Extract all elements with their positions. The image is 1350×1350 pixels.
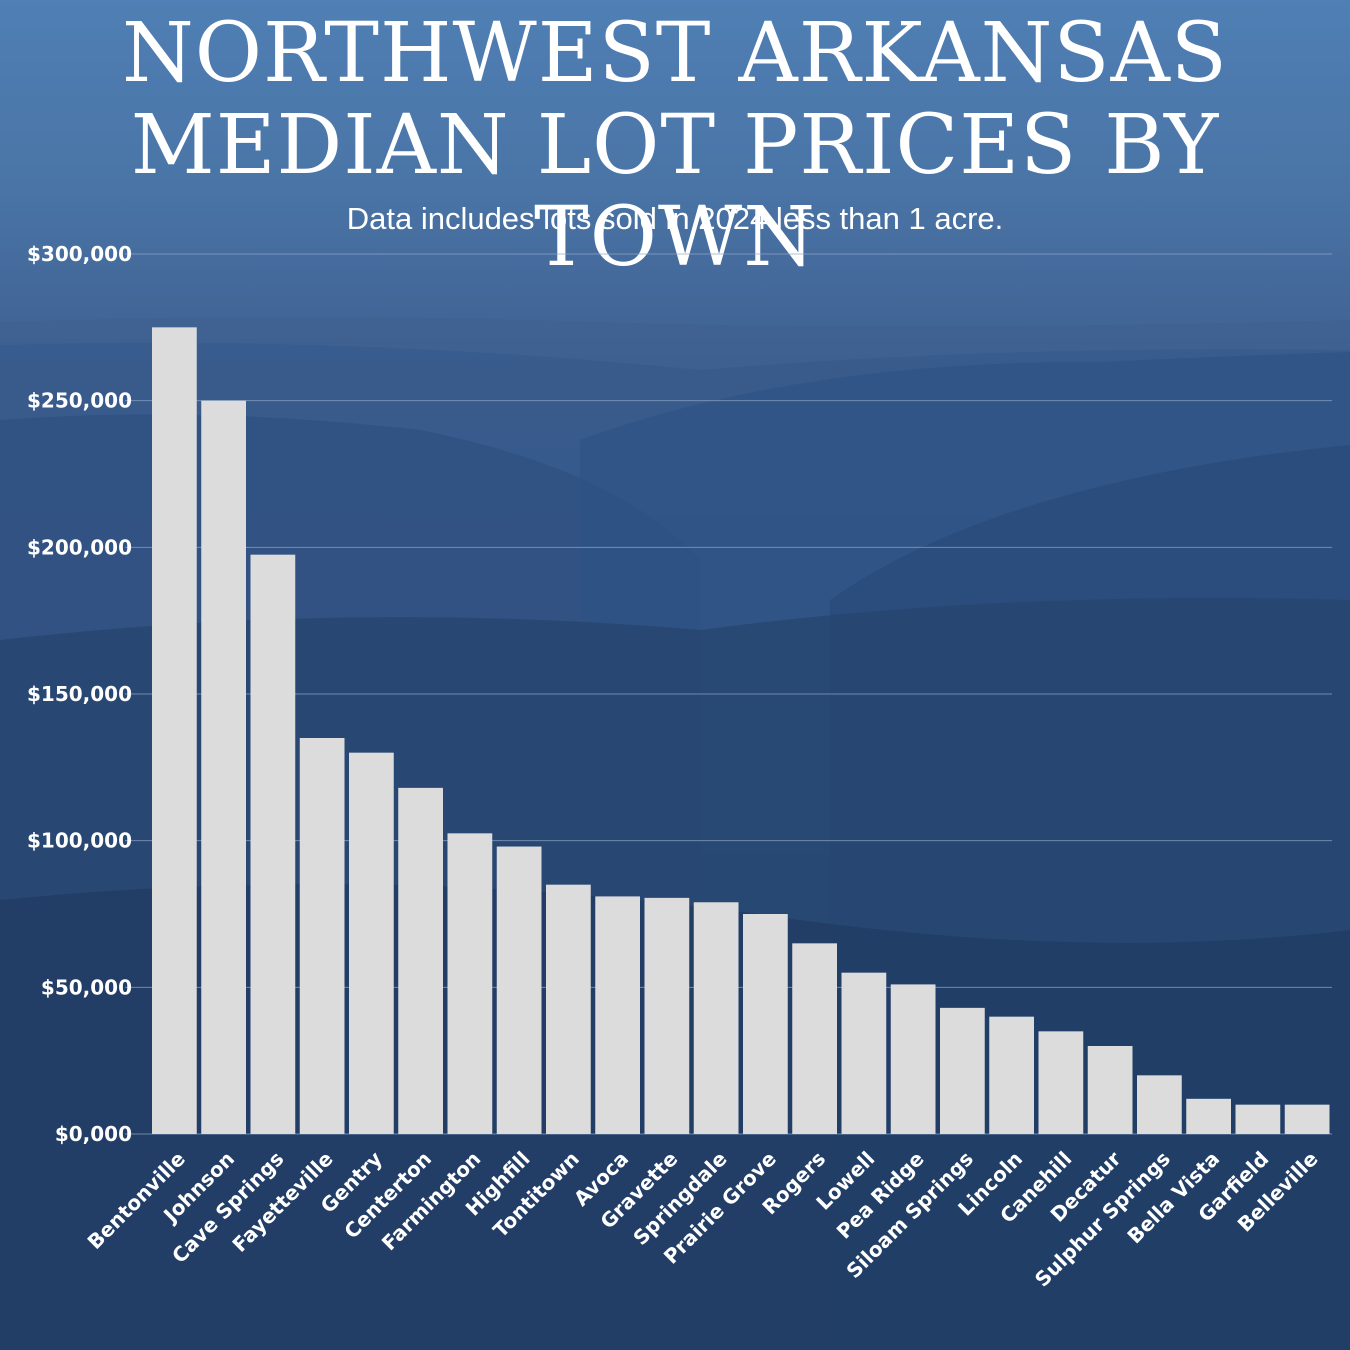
y-tick-label: $0,000 (55, 1122, 132, 1146)
bar (447, 833, 493, 1134)
chart-title-line-2: MEDIAN LOT PRICES BY TOWN (130, 98, 1220, 285)
bars (152, 327, 1330, 1135)
bar (1235, 1104, 1281, 1134)
bar (792, 943, 837, 1134)
bar (940, 1007, 985, 1134)
bar (299, 738, 345, 1134)
y-tick-label: $300,000 (27, 242, 132, 266)
bar (496, 846, 542, 1134)
bar (1186, 1098, 1231, 1134)
bar (1038, 1031, 1084, 1134)
bar (546, 884, 591, 1134)
bar (644, 897, 690, 1134)
bar (398, 787, 443, 1134)
chart-title-line-1: NORTHWEST ARKANSAS (122, 6, 1228, 101)
y-axis-tick-labels: $0,000 $50,000 $100,000 $150,000 $200,000 $25… (27, 242, 132, 1146)
bar (743, 914, 788, 1134)
chart-title: NORTHWEST ARKANSAS MEDIAN LOT PRICES BY … (0, 8, 1350, 284)
chart-subtitle: Data includes lots sold in 2024 less tha… (346, 201, 1004, 236)
y-tick-label: $250,000 (27, 389, 132, 413)
bar (1137, 1075, 1182, 1134)
y-tick-label: $100,000 (27, 829, 132, 853)
bar (349, 752, 394, 1134)
y-tick-label: $50,000 (41, 975, 132, 999)
bar (1087, 1046, 1133, 1134)
y-tick-label: $200,000 (27, 535, 132, 559)
bar (841, 972, 887, 1134)
bar (152, 327, 197, 1134)
bar (250, 554, 296, 1134)
bar (693, 902, 739, 1134)
y-tick-label: $150,000 (27, 682, 132, 706)
bar (1284, 1104, 1330, 1134)
bar (201, 400, 246, 1135)
bar (890, 984, 936, 1134)
bar (595, 896, 640, 1134)
bar (989, 1016, 1034, 1134)
